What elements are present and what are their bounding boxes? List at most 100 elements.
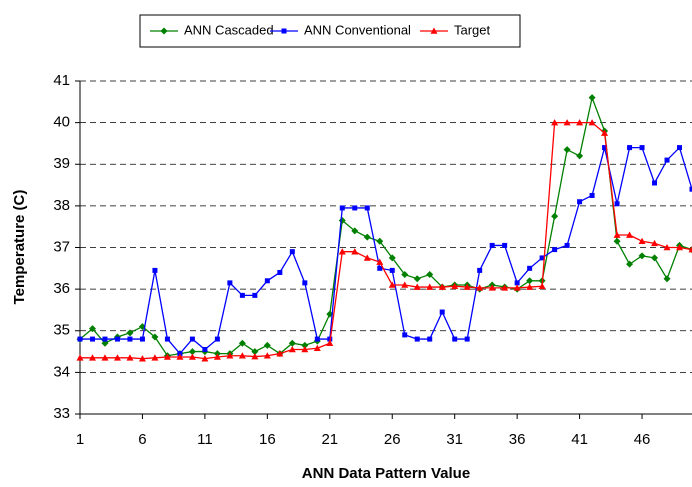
marker [151,333,159,341]
marker [389,267,395,273]
marker [689,186,692,192]
marker [452,336,458,342]
x-tick-label: 1 [76,431,84,448]
marker [288,345,296,353]
marker [514,280,520,286]
marker [277,269,283,275]
marker [488,284,496,291]
marker [639,145,645,151]
marker [476,284,484,291]
marker [352,205,358,211]
y-tick-label: 41 [53,72,70,89]
marker [489,242,495,248]
marker [688,246,692,253]
marker [263,341,271,349]
marker [314,336,320,342]
marker [127,336,133,342]
marker [227,280,233,286]
marker [301,341,309,349]
marker [338,248,346,255]
y-tick-label: 36 [53,280,70,297]
marker [401,281,409,288]
marker [527,265,533,271]
marker [377,265,383,271]
marker [188,353,196,360]
marker [651,254,659,262]
marker [214,336,220,342]
marker [251,348,259,356]
x-tick-label: 31 [446,431,463,448]
marker [451,282,459,290]
marker [138,355,146,362]
marker [351,248,359,255]
marker [301,345,309,353]
marker [613,237,621,245]
marker [289,249,295,255]
marker [563,119,571,126]
y-axis-title: Temperature (C) [11,190,28,305]
marker [139,336,145,342]
marker [502,242,508,248]
legend-label: ANN Cascaded [184,22,274,37]
marker [88,354,96,361]
marker [252,292,258,298]
marker [251,353,259,360]
marker [413,283,421,290]
marker [652,180,658,186]
marker [363,254,371,261]
series-line [80,121,692,360]
x-tick-label: 21 [321,431,338,448]
marker [438,283,446,290]
marker [501,284,509,291]
marker [364,205,370,211]
marker [114,336,120,342]
marker [676,244,684,251]
marker [464,336,470,342]
marker [201,355,209,362]
marker [430,27,438,34]
marker [302,280,308,286]
marker [601,129,609,136]
marker [101,354,109,361]
marker [351,227,359,235]
marker [238,352,246,359]
x-tick-label: 26 [384,431,401,448]
x-tick-label: 6 [138,431,146,448]
marker [88,325,96,333]
marker [339,205,345,211]
marker [664,157,670,163]
marker [226,352,234,359]
marker [388,281,396,288]
x-tick-label: 16 [259,431,276,448]
marker [264,278,270,284]
marker [376,258,384,265]
marker [413,275,421,283]
x-tick-label: 41 [571,431,588,448]
marker [239,292,245,298]
marker [576,152,584,160]
marker [577,199,583,205]
y-tick-label: 40 [53,114,70,131]
marker [426,271,434,279]
marker [202,346,208,352]
marker [613,231,621,238]
marker [176,353,184,360]
marker [589,192,595,198]
marker [463,283,471,290]
marker [77,336,83,342]
marker [563,146,571,154]
marker [564,242,570,248]
marker [238,339,246,347]
marker [76,354,84,361]
y-tick-label: 35 [53,322,70,339]
marker [164,336,170,342]
marker [677,145,683,151]
marker [402,332,408,338]
marker [552,247,558,253]
marker [626,260,634,268]
marker [376,237,384,245]
series-line [79,95,692,357]
x-tick-label: 36 [509,431,526,448]
marker [538,282,546,290]
